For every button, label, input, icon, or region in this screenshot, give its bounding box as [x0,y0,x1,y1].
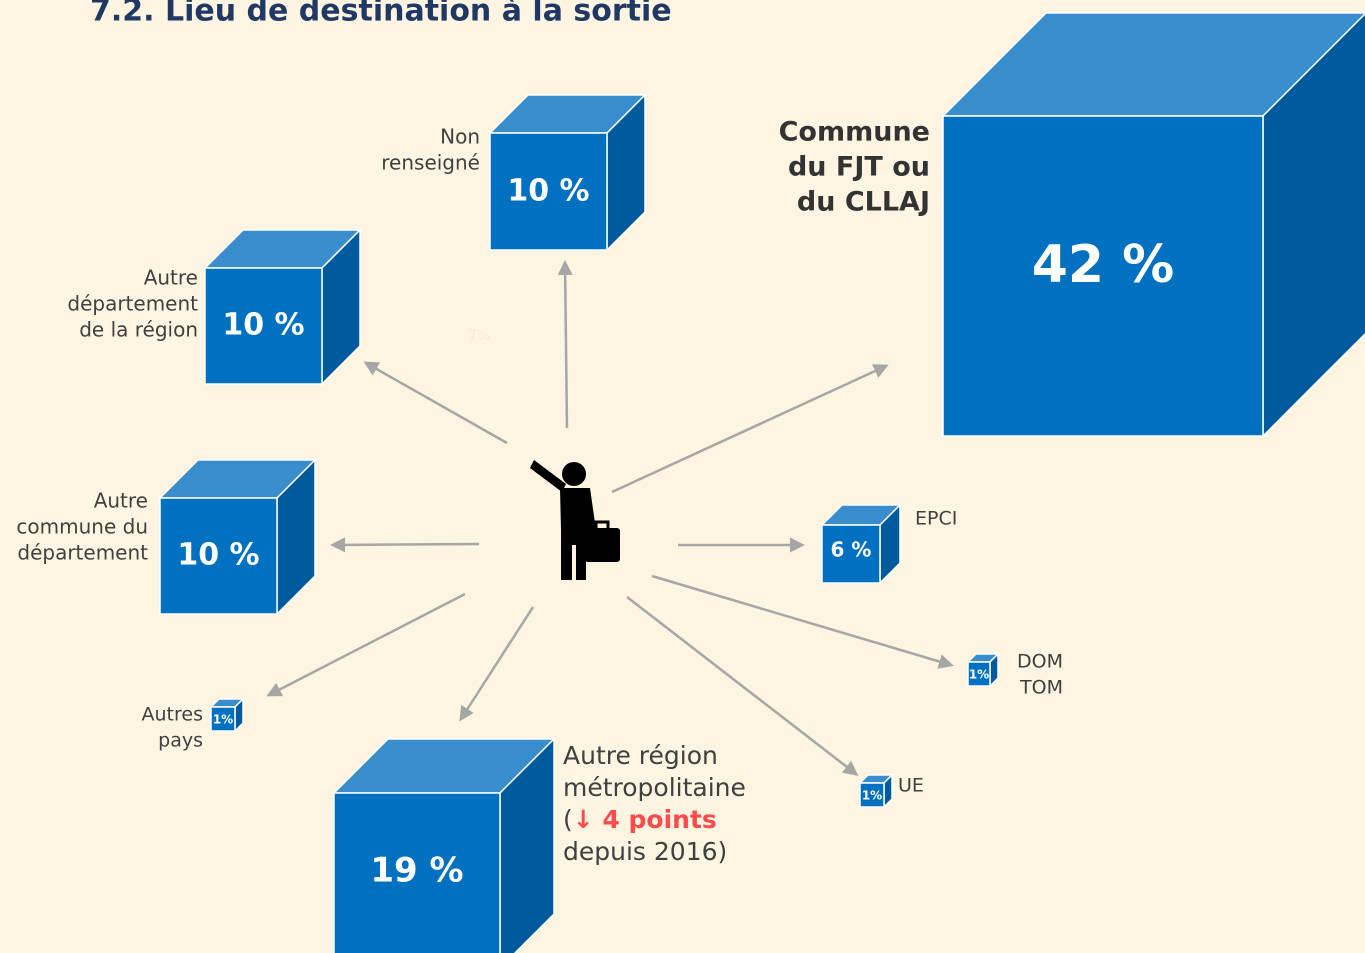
node-label: Autre [94,489,148,513]
cube-value: 1% [969,668,989,682]
change-suffix: depuis 2016) [563,837,727,866]
node-label: de la région [79,318,198,342]
change-highlight: ↓ 4 points [573,805,717,834]
change-prefix: ( [563,805,573,834]
node-label: métropolitaine [563,773,746,802]
node-label: renseigné [381,151,480,175]
cube-front [967,661,991,687]
cube-value: 6 % [831,538,872,562]
cube: 6 % [820,503,902,585]
title: 7.2. Lieu de destination à la sortie [90,0,672,29]
node-label: département [67,292,198,316]
node-label: pays [158,730,203,752]
cube-front [942,115,1264,437]
cube-value: 42 % [1032,235,1175,295]
node-label: du FJT ou [788,152,930,183]
cube: 1% [966,652,1000,688]
node-label: TOM [1019,677,1063,699]
cube-value: 10 % [507,174,589,209]
traveler-icon [530,460,620,580]
node-label: DOM [1017,651,1063,673]
cube: 10 % [158,458,317,616]
cube-front [859,782,885,808]
cube-front [159,497,278,615]
cube-value: 1% [213,713,233,727]
node-label: Autres [142,704,203,726]
cube-front [489,132,608,251]
cube: 19 % [332,737,556,953]
cube: 10 % [488,93,647,252]
cube-value: 10 % [222,308,304,343]
cube: 42 % [941,12,1365,438]
stray-label: 7% [468,328,490,344]
cube: 1% [209,697,245,733]
node-label: EPCI [915,508,957,530]
cube-front [821,524,881,584]
cube-value: 19 % [370,851,463,891]
cube-front [210,706,236,732]
arrows [266,260,954,776]
cube: 10 % [203,228,362,386]
cube-front [204,267,323,385]
cube-value: 1% [862,789,882,803]
change-note: (↓ 4 points [563,805,717,834]
cube-value: 10 % [177,538,259,573]
node-label: UE [898,775,924,797]
node-label: du CLLAJ [797,187,930,218]
node-label: département [17,541,148,565]
node-label: Autre région [563,741,718,770]
node-label: commune du [16,515,148,539]
node-label: Non [440,125,480,149]
cube: 1% [858,773,894,809]
node-label: Commune [779,117,930,148]
node-label: Autre [144,266,198,290]
cube-front [333,792,501,953]
